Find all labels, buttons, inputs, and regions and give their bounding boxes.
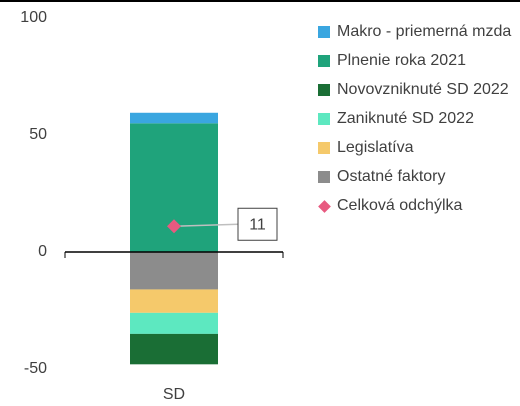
bar-segment: [130, 112, 218, 124]
legend-item: Novovzniknuté SD 2022: [318, 76, 518, 103]
legend: Makro - priemerná mzda Plnenie roka 2021 N…: [318, 18, 518, 221]
bar-segment: [130, 333, 218, 365]
legend-swatch: [318, 84, 330, 96]
bar-segment: [130, 289, 218, 313]
legend-item: Celková odchýlka: [318, 192, 518, 219]
legend-swatch: [318, 171, 330, 183]
legend-swatch: [318, 142, 330, 154]
legend-item: Plnenie roka 2021: [318, 47, 518, 74]
y-tick-label: 100: [20, 9, 47, 26]
legend-item: Zaniknuté SD 2022: [318, 105, 518, 132]
legend-label: Plnenie roka 2021: [337, 52, 466, 69]
callout-line: [173, 223, 239, 228]
legend-label: Zaniknuté SD 2022: [337, 110, 474, 127]
legend-item: Ostatné faktory: [318, 163, 518, 190]
callout-box: [237, 207, 278, 241]
y-tick-label: 0: [38, 243, 47, 260]
legend-item: Legislatíva: [318, 134, 518, 161]
legend-label: Makro - priemerná mzda: [337, 23, 512, 40]
legend-label: Ostatné faktory: [337, 168, 446, 185]
legend-label: Novovzniknuté SD 2022: [337, 81, 509, 98]
marker: [167, 219, 181, 234]
y-tick-label: 50: [29, 126, 47, 143]
legend-swatch: [318, 55, 330, 67]
bar-segment: [130, 312, 218, 334]
legend-swatch: [318, 200, 331, 213]
legend-swatch: [318, 113, 330, 125]
x-tick-label: SD: [163, 386, 185, 403]
legend-label: Celková odchýlka: [337, 197, 463, 214]
legend-swatch: [318, 26, 330, 38]
legend-item: Makro - priemerná mzda: [318, 18, 518, 45]
y-tick-label: -50: [24, 360, 47, 377]
data-label: 11: [249, 216, 266, 233]
legend-label: Legislatíva: [337, 139, 414, 156]
bar-segment: [130, 252, 218, 290]
